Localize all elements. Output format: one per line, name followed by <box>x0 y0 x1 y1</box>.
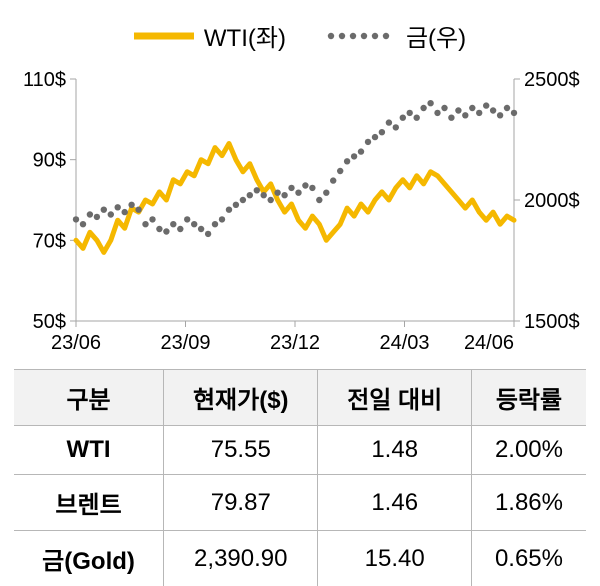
svg-text:70$: 70$ <box>33 230 66 252</box>
legend-item-wti: WTI(좌) <box>134 18 286 53</box>
svg-text:24/03: 24/03 <box>379 332 429 354</box>
chart-legend: WTI(좌) 금(우) <box>0 0 600 61</box>
cell-change: 1.46 <box>318 475 472 531</box>
table-row: 금(Gold) 2,390.90 15.40 0.65% <box>14 531 586 586</box>
cell-change: 1.48 <box>318 426 472 475</box>
svg-text:1500$: 1500$ <box>524 311 580 333</box>
row-label: 금(Gold) <box>14 531 164 586</box>
cell-change: 15.40 <box>318 531 472 586</box>
price-chart: 50$ 70$ 90$ 110$ 1500$ 2000$ 2500$ 23/06 23/09 23… <box>0 61 600 361</box>
svg-text:23/12: 23/12 <box>270 332 320 354</box>
col-price: 현재가($) <box>164 370 318 426</box>
cell-pct: 1.86% <box>471 475 586 531</box>
table-row: WTI 75.55 1.48 2.00% <box>14 426 586 475</box>
svg-text:23/09: 23/09 <box>160 332 210 354</box>
table-row: 브렌트 79.87 1.46 1.86% <box>14 475 586 531</box>
svg-text:24/06: 24/06 <box>464 332 514 354</box>
row-label: 브렌트 <box>14 475 164 531</box>
legend-item-gold: 금(우) <box>326 18 466 53</box>
svg-text:90$: 90$ <box>33 150 66 172</box>
row-label: WTI <box>14 426 164 475</box>
cell-pct: 0.65% <box>471 531 586 586</box>
col-change: 전일 대비 <box>318 370 472 426</box>
legend-label-wti: WTI(좌) <box>204 18 286 53</box>
svg-text:2000$: 2000$ <box>524 190 580 212</box>
col-category: 구분 <box>14 370 164 426</box>
wti-legend-swatch <box>134 31 194 41</box>
svg-text:50$: 50$ <box>33 311 66 333</box>
chart-svg: 50$ 70$ 90$ 110$ 1500$ 2000$ 2500$ 23/06 23/09 23… <box>14 61 586 361</box>
col-pct: 등락률 <box>471 370 586 426</box>
svg-text:2500$: 2500$ <box>524 69 580 91</box>
svg-text:23/06: 23/06 <box>51 332 101 354</box>
table-header-row: 구분 현재가($) 전일 대비 등락률 <box>14 370 586 426</box>
legend-label-gold: 금(우) <box>406 18 466 53</box>
cell-pct: 2.00% <box>471 426 586 475</box>
cell-price: 2,390.90 <box>164 531 318 586</box>
cell-price: 79.87 <box>164 475 318 531</box>
price-table: 구분 현재가($) 전일 대비 등락률 WTI 75.55 1.48 2.00%… <box>14 369 586 586</box>
cell-price: 75.55 <box>164 426 318 475</box>
gold-legend-swatch <box>326 31 396 41</box>
svg-text:110$: 110$ <box>23 69 66 91</box>
